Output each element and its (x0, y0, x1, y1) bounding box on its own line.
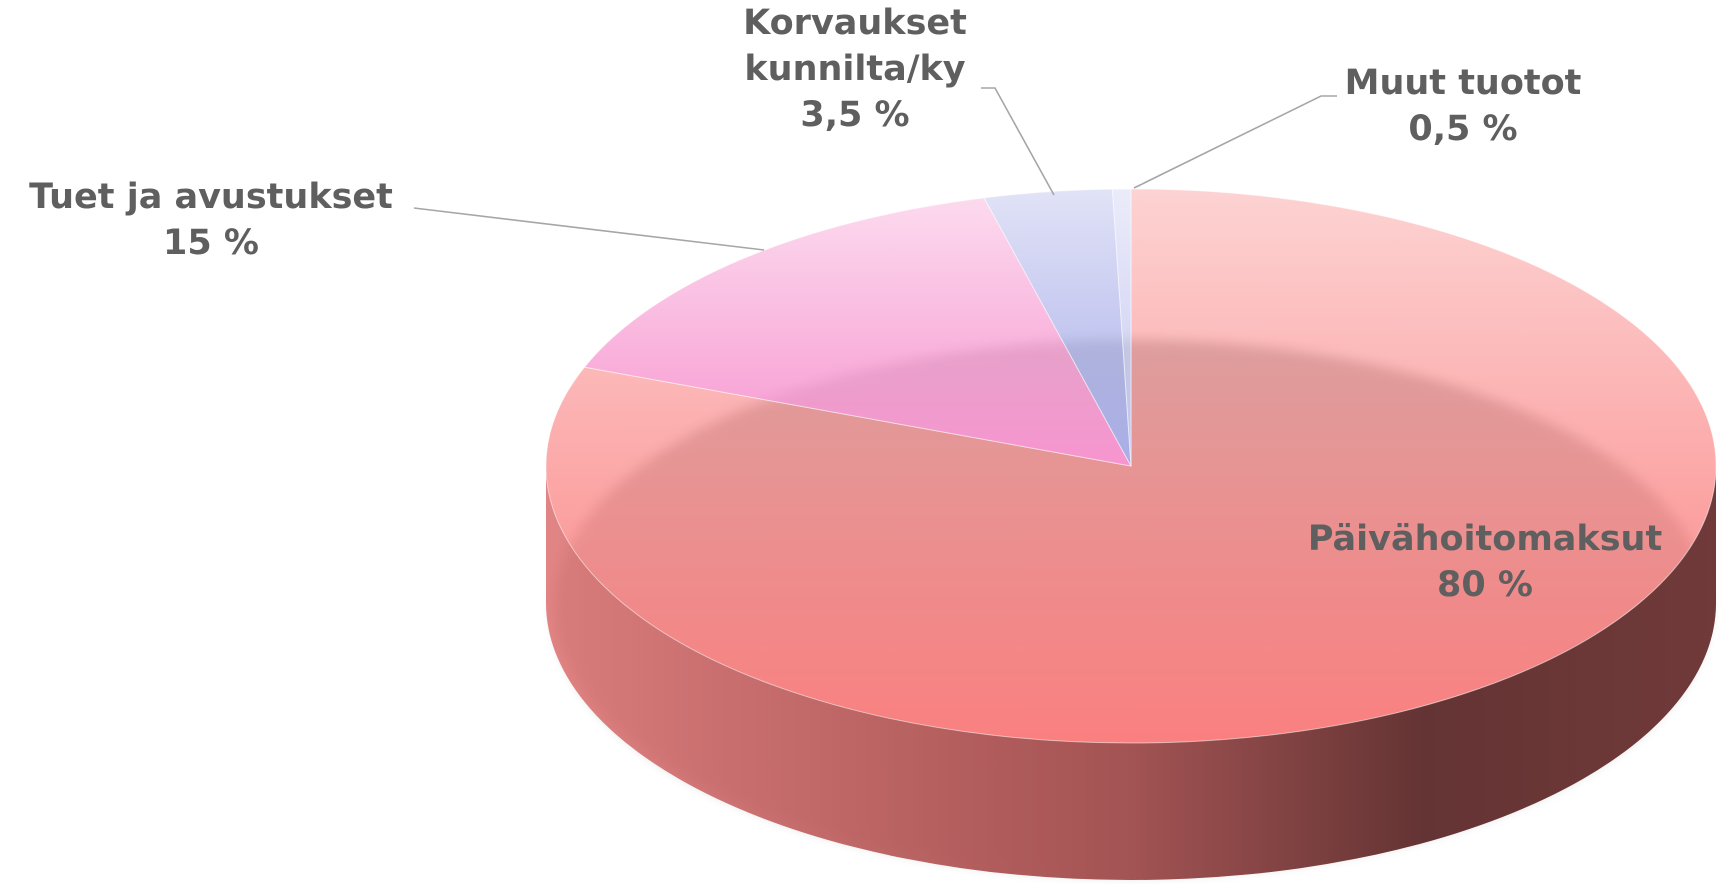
pie (545, 188, 1717, 880)
value-label: 0,5 % (1408, 109, 1518, 149)
data-label: Muut tuotot 0,5 % (1345, 60, 1582, 152)
data-label: Tuet ja avustukset 15 % (29, 174, 393, 266)
slice (1111, 188, 1132, 467)
category-label: Muut tuotot (1344, 63, 1582, 103)
slice (583, 197, 1132, 467)
category-label: Päivähoitomaksut (1307, 519, 1663, 559)
value-label: 15 % (163, 223, 259, 263)
category-label: Tuet ja avustukset (29, 177, 393, 217)
category-label: Korvaukset kunnilta/ky (743, 3, 967, 89)
value-label: 80 % (1437, 565, 1533, 605)
data-label: Päivähoitomaksut 80 % (1308, 516, 1662, 608)
leader-line (981, 87, 1055, 196)
leader-line (413, 207, 765, 251)
data-label: Korvaukset kunnilta/ky 3,5 % (730, 0, 980, 138)
value-label: 3,5 % (800, 95, 910, 135)
leader-line (1133, 95, 1337, 189)
slice-side-shade (546, 466, 1716, 880)
